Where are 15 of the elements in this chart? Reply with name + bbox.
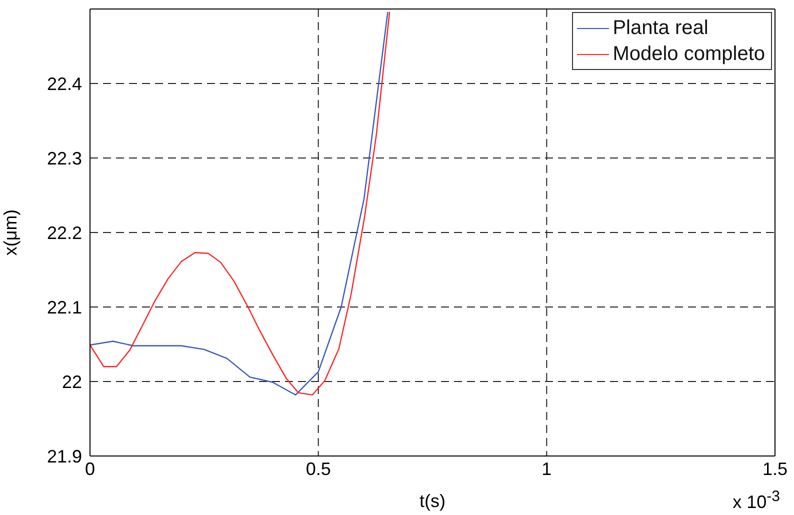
y-tick-label: 22.3 — [46, 148, 82, 168]
legend-label: Planta real — [612, 16, 708, 41]
x-tick-label: 0.5 — [306, 458, 331, 479]
x-tick-label: 1.5 — [762, 458, 788, 479]
x-tick-label: 0 — [84, 458, 96, 479]
legend-label: Modelo completo — [612, 42, 765, 67]
y-tick-label: 22.4 — [46, 74, 82, 94]
x-tick-label: 1 — [542, 458, 552, 479]
y-tick-label: 22.2 — [46, 222, 82, 243]
y-tick-label: 22.1 — [46, 297, 82, 318]
x-axis-title: t(s) — [420, 491, 446, 511]
text: x 10$^{-3}$ — [732, 488, 780, 513]
y-tick-label: 21.9 — [46, 446, 82, 466]
y-axis-title: x(μm) — [0, 209, 20, 256]
y-tick-label: 22 — [62, 372, 82, 392]
